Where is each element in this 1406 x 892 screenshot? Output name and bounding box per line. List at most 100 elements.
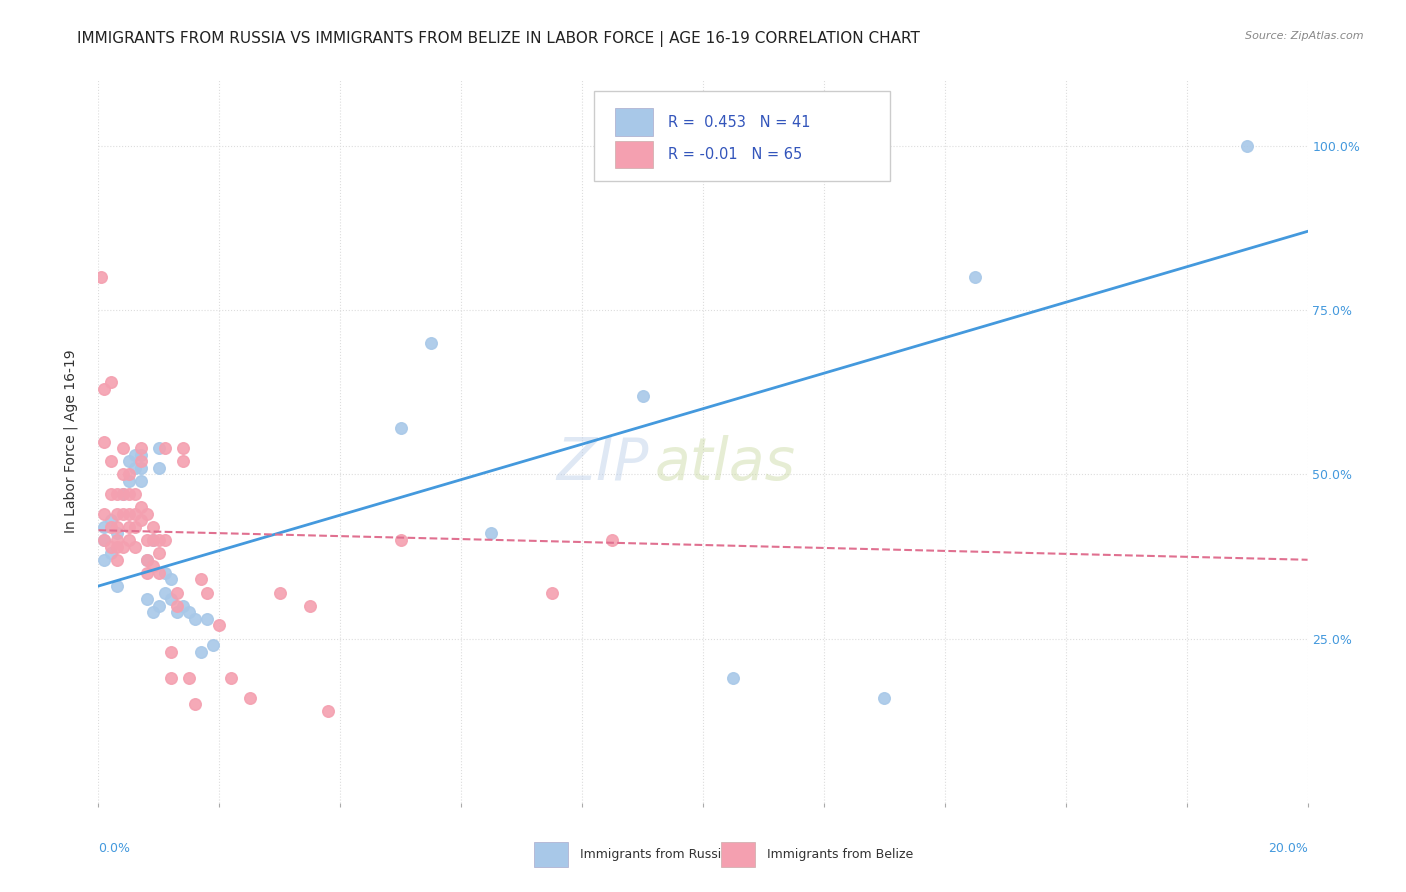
Point	[100, 520, 122, 534]
Point	[142, 533, 165, 547]
Point	[105, 507, 128, 521]
Point	[153, 533, 176, 547]
Point	[105, 540, 128, 554]
Point	[135, 553, 157, 567]
Point	[195, 585, 218, 599]
Point	[135, 566, 157, 580]
Point	[93, 533, 115, 547]
Point	[118, 533, 141, 547]
Point	[148, 599, 170, 613]
Point	[118, 507, 141, 521]
FancyBboxPatch shape	[595, 91, 890, 181]
Point	[111, 467, 134, 482]
Point	[172, 441, 194, 455]
Point	[105, 579, 128, 593]
Point	[129, 460, 152, 475]
Point	[118, 487, 141, 501]
Point	[111, 441, 134, 455]
Point	[389, 533, 412, 547]
Point	[118, 467, 141, 482]
Point	[105, 526, 128, 541]
Point	[118, 520, 141, 534]
Text: Immigrants from Russia: Immigrants from Russia	[579, 848, 728, 862]
Point	[129, 500, 152, 515]
Point	[160, 592, 183, 607]
Point	[166, 585, 188, 599]
Point	[135, 507, 157, 521]
Point	[190, 645, 212, 659]
Point	[142, 559, 165, 574]
Point	[118, 474, 141, 488]
Point	[100, 540, 122, 554]
Point	[172, 599, 194, 613]
Point	[129, 441, 152, 455]
Text: ZIP: ZIP	[557, 434, 648, 491]
Point	[129, 454, 152, 468]
Text: 0.0%: 0.0%	[98, 842, 131, 855]
Point	[135, 533, 157, 547]
Text: Immigrants from Belize: Immigrants from Belize	[768, 848, 914, 862]
Point	[118, 454, 141, 468]
Point	[723, 671, 745, 685]
Point	[221, 671, 243, 685]
Point	[1236, 139, 1258, 153]
Point	[631, 388, 654, 402]
Point	[153, 441, 176, 455]
Point	[90, 270, 112, 285]
FancyBboxPatch shape	[721, 842, 755, 867]
Point	[111, 540, 134, 554]
Point	[208, 618, 231, 632]
FancyBboxPatch shape	[614, 109, 654, 136]
Point	[111, 487, 134, 501]
Point	[142, 605, 165, 619]
Point	[172, 454, 194, 468]
Point	[481, 526, 503, 541]
Point	[142, 533, 165, 547]
Point	[93, 382, 115, 396]
Point	[135, 553, 157, 567]
Text: atlas: atlas	[655, 434, 796, 491]
Point	[129, 474, 152, 488]
Point	[179, 605, 201, 619]
Point	[190, 573, 212, 587]
Point	[105, 533, 128, 547]
FancyBboxPatch shape	[614, 141, 654, 169]
Point	[124, 448, 146, 462]
Point	[873, 690, 896, 705]
Point	[420, 336, 443, 351]
Point	[129, 513, 152, 527]
Point	[160, 671, 183, 685]
Point	[148, 460, 170, 475]
Point	[389, 421, 412, 435]
Point	[316, 704, 339, 718]
Point	[124, 540, 146, 554]
Point	[195, 612, 218, 626]
Point	[105, 487, 128, 501]
Point	[160, 573, 183, 587]
Point	[105, 520, 128, 534]
Point	[111, 487, 134, 501]
Point	[93, 434, 115, 449]
Point	[100, 513, 122, 527]
Point	[148, 566, 170, 580]
Point	[93, 553, 115, 567]
Point	[269, 585, 291, 599]
Point	[100, 487, 122, 501]
Point	[166, 599, 188, 613]
Point	[153, 585, 176, 599]
Point	[100, 546, 122, 560]
Point	[100, 376, 122, 390]
Point	[179, 671, 201, 685]
Text: 20.0%: 20.0%	[1268, 842, 1308, 855]
Point	[100, 454, 122, 468]
Point	[124, 460, 146, 475]
Point	[166, 605, 188, 619]
Point	[239, 690, 262, 705]
Y-axis label: In Labor Force | Age 16-19: In Labor Force | Age 16-19	[63, 350, 79, 533]
FancyBboxPatch shape	[534, 842, 568, 867]
Point	[202, 638, 225, 652]
Point	[129, 448, 152, 462]
Point	[124, 507, 146, 521]
Point	[184, 698, 207, 712]
Point	[160, 645, 183, 659]
